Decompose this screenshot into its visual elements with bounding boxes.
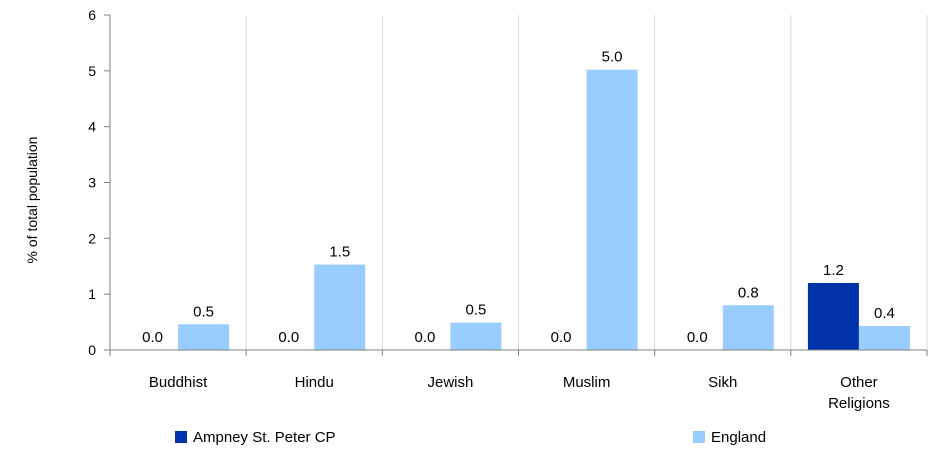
y-tick-label: 6 <box>88 7 96 23</box>
y-tick-label: 2 <box>88 230 96 246</box>
bars <box>178 69 910 350</box>
bar <box>586 69 638 350</box>
category-label: Religions <box>828 395 890 412</box>
value-labels: 0.0 0.5 0.0 1.5 0.0 0.5 0.0 5.0 0.0 0.8 1.2 0.4 <box>142 49 895 346</box>
bar <box>314 264 366 350</box>
category-label: Other <box>840 374 878 391</box>
legend: Ampney St. Peter CP England <box>175 429 766 446</box>
category-label: Sikh <box>708 374 737 391</box>
legend-swatch <box>693 431 705 443</box>
y-tick-label: 3 <box>88 175 96 191</box>
bar <box>722 305 774 350</box>
data-label: 0.0 <box>414 329 435 346</box>
bar <box>807 283 859 350</box>
data-label: 1.5 <box>329 244 350 261</box>
category-label: Hindu <box>295 374 334 391</box>
data-label: 0.5 <box>193 303 214 320</box>
data-label: 0.4 <box>874 305 895 322</box>
y-tick-label: 1 <box>88 286 96 302</box>
category-label: Muslim <box>563 374 611 391</box>
data-label: 5.0 <box>602 49 623 66</box>
bar <box>858 325 910 350</box>
y-tick-label: 5 <box>88 63 96 79</box>
data-label: 0.0 <box>687 329 708 346</box>
legend-swatch <box>175 431 187 443</box>
data-label: 0.0 <box>142 329 163 346</box>
grid-lines <box>245 15 928 350</box>
y-tick-label: 0 <box>88 342 96 358</box>
bar <box>450 322 502 350</box>
category-label: Jewish <box>427 374 473 391</box>
data-label: 0.0 <box>551 329 572 346</box>
bar <box>178 324 230 350</box>
y-axis-title: % of total population <box>24 137 40 264</box>
axes: Buddhist Hindu Jewish Muslim Sikh Other Religi… <box>88 7 928 412</box>
data-label: 0.5 <box>465 302 486 319</box>
y-tick-label: 4 <box>88 119 96 135</box>
data-label: 0.0 <box>278 329 299 346</box>
data-label: 0.8 <box>738 284 759 301</box>
legend-label: England <box>711 429 766 446</box>
category-label: Buddhist <box>149 374 208 391</box>
data-label: 1.2 <box>823 262 844 279</box>
legend-label: Ampney St. Peter CP <box>193 429 336 446</box>
